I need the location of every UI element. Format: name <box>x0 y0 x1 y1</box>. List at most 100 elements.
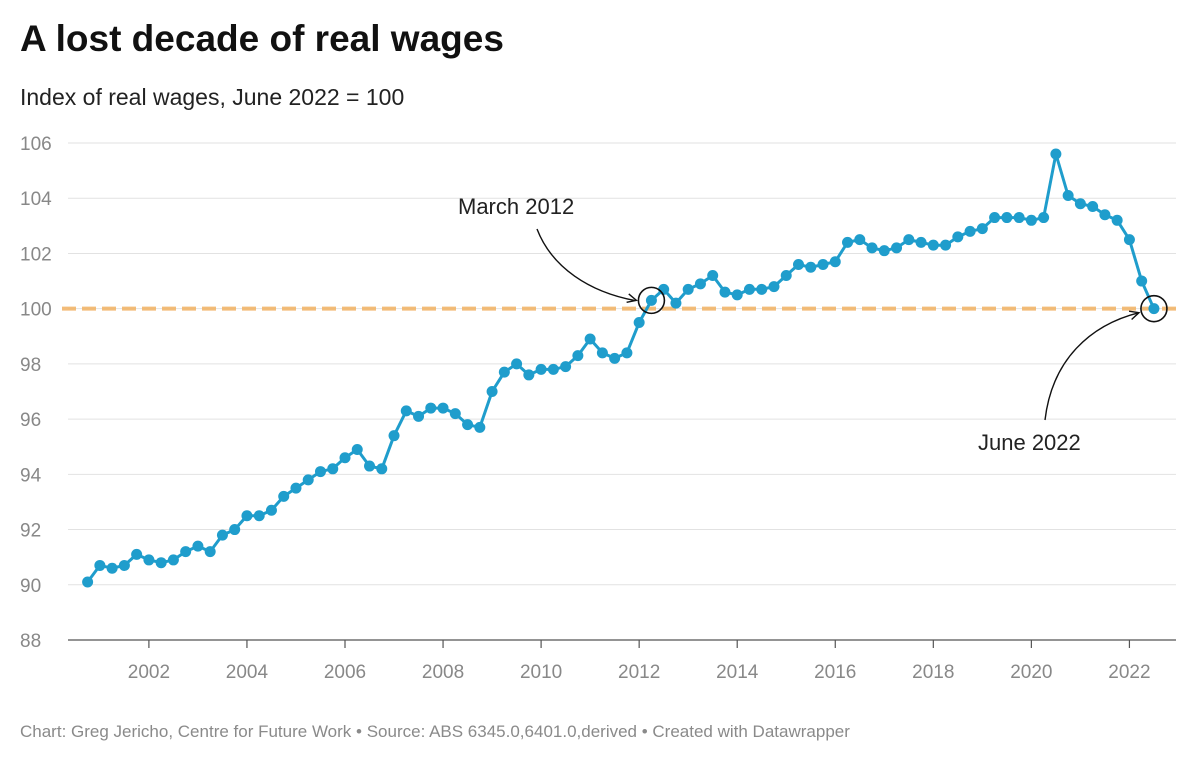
x-tick-label: 2008 <box>422 662 464 683</box>
data-point <box>474 421 486 433</box>
y-tick-label: 96 <box>20 410 41 431</box>
data-point <box>253 510 265 522</box>
annotations: March 2012 June 2022 <box>458 194 1168 455</box>
data-point <box>265 504 277 516</box>
annotation-arrow <box>1044 311 1140 421</box>
y-axis-ticks: 88 90 92 94 96 98 100 102 104 106 <box>20 134 52 652</box>
data-point <box>633 316 645 328</box>
data-point <box>903 234 915 246</box>
data-point <box>989 212 1001 224</box>
data-point <box>1062 189 1074 201</box>
x-tick-label: 2010 <box>520 662 562 683</box>
data-point <box>927 239 939 251</box>
data-point <box>131 548 143 560</box>
x-tick-label: 2012 <box>618 662 660 683</box>
data-point <box>707 270 719 282</box>
annotation-label: June 2022 <box>978 430 1081 455</box>
x-axis: 2002 2004 2006 2008 2010 2012 2014 2016 2018 2020… <box>68 639 1176 683</box>
data-point <box>817 258 829 270</box>
data-point <box>915 236 927 248</box>
data-point <box>743 283 755 295</box>
data-point <box>278 490 290 502</box>
data-point <box>535 363 547 375</box>
data-point <box>155 557 167 569</box>
data-point <box>498 366 510 378</box>
x-tick-label: 2020 <box>1010 662 1052 683</box>
data-point <box>1148 303 1160 315</box>
x-tick-label: 2004 <box>226 662 269 683</box>
data-point <box>976 223 988 235</box>
y-tick-label: 92 <box>20 521 41 542</box>
gridlines <box>68 142 1176 586</box>
data-point <box>1099 209 1111 221</box>
data-point <box>878 245 890 257</box>
data-point <box>792 258 804 270</box>
x-tick-label: 2006 <box>324 662 366 683</box>
annotation-arrow <box>536 228 635 302</box>
annotation-arrowhead <box>626 293 638 304</box>
data-point <box>682 283 694 295</box>
y-tick-label: 98 <box>20 355 41 376</box>
data-point <box>1001 212 1013 224</box>
data-point <box>964 225 976 237</box>
data-point <box>449 408 461 420</box>
data-point <box>940 239 952 251</box>
data-point <box>694 278 706 290</box>
series <box>82 148 1160 588</box>
data-point <box>621 347 633 359</box>
y-tick-label: 90 <box>20 576 41 597</box>
x-tick-label: 2014 <box>716 662 759 683</box>
data-point <box>1111 214 1123 226</box>
data-point <box>290 482 302 494</box>
data-point <box>560 361 572 373</box>
data-point <box>719 286 731 298</box>
data-point <box>572 350 584 362</box>
annotation-circle <box>1140 294 1168 323</box>
data-point <box>118 559 130 571</box>
data-point <box>180 546 192 558</box>
data-point <box>314 466 326 478</box>
data-point <box>302 474 314 486</box>
data-point <box>143 554 155 566</box>
data-point <box>167 554 179 566</box>
data-point <box>1136 275 1148 287</box>
data-point <box>596 347 608 359</box>
data-point <box>1074 198 1086 210</box>
data-point <box>388 430 400 442</box>
data-point <box>805 261 817 273</box>
y-tick-label: 106 <box>20 134 52 155</box>
data-point <box>327 463 339 475</box>
y-tick-label: 94 <box>20 465 42 486</box>
data-point <box>413 410 425 422</box>
data-point <box>425 402 437 414</box>
data-point <box>462 419 474 431</box>
data-point <box>768 281 780 293</box>
data-point <box>829 256 841 268</box>
x-tick-label: 2018 <box>912 662 954 683</box>
data-point <box>1038 212 1050 224</box>
data-point <box>780 270 792 282</box>
data-point <box>1050 148 1062 160</box>
chart-footer: Chart: Greg Jericho, Centre for Future W… <box>20 722 850 741</box>
data-point <box>1087 201 1099 213</box>
annotation-arrowhead <box>1128 310 1141 320</box>
data-point <box>670 297 682 309</box>
data-point <box>1013 212 1025 224</box>
data-point <box>106 562 118 574</box>
data-point <box>584 333 596 345</box>
data-point <box>204 546 216 558</box>
data-point <box>437 402 449 414</box>
data-point <box>339 452 351 464</box>
data-point <box>400 405 412 417</box>
annotation-label: March 2012 <box>458 194 574 219</box>
data-point <box>731 289 743 301</box>
y-tick-label: 104 <box>20 189 52 210</box>
data-point <box>547 363 559 375</box>
chart-subtitle: Index of real wages, June 2022 = 100 <box>20 84 405 110</box>
data-point <box>376 463 388 475</box>
x-tick-label: 2002 <box>128 662 170 683</box>
y-tick-label: 88 <box>20 631 41 652</box>
data-point <box>351 443 363 455</box>
data-point <box>1123 234 1135 246</box>
x-tick-label: 2016 <box>814 662 856 683</box>
